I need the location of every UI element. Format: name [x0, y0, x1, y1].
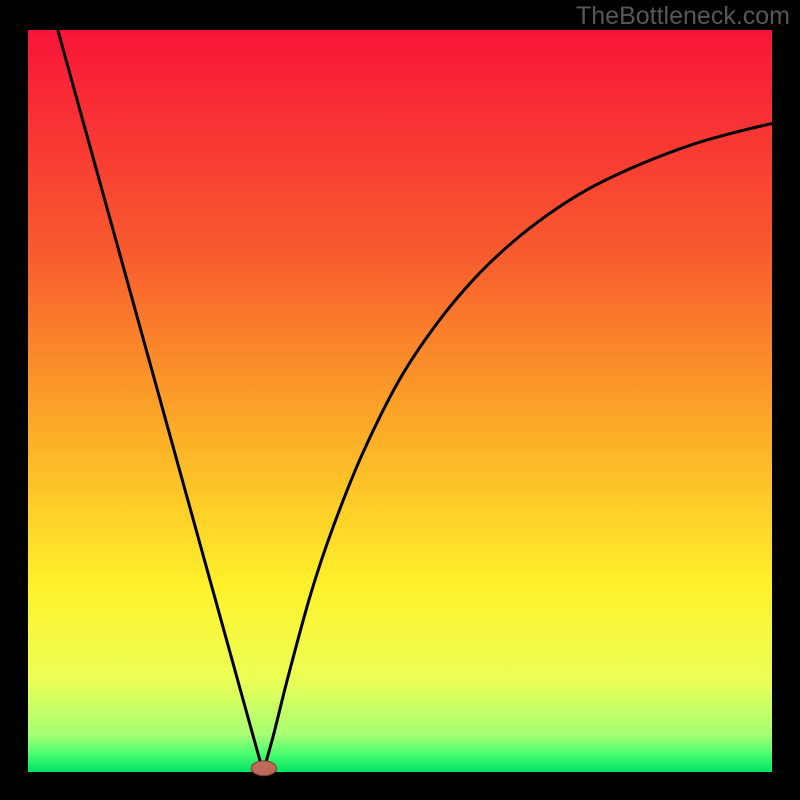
bottleneck-chart — [0, 0, 800, 800]
watermark-text: TheBottleneck.com — [576, 2, 790, 31]
plot-gradient-background — [28, 30, 772, 772]
optimal-marker — [251, 761, 276, 776]
chart-container: TheBottleneck.com — [0, 0, 800, 800]
